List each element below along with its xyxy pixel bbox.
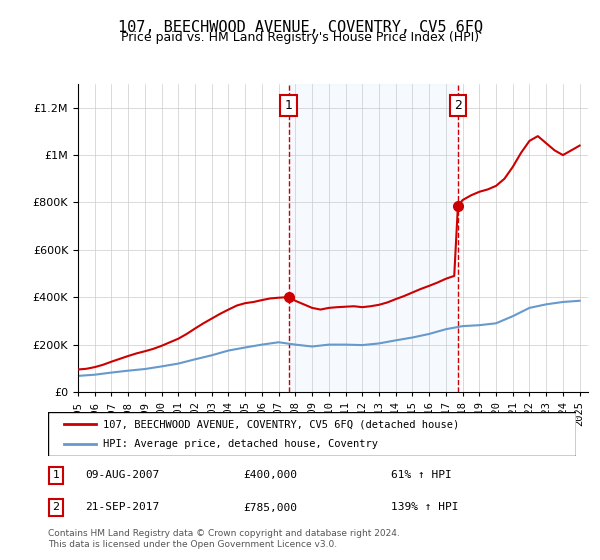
Text: £785,000: £785,000: [244, 502, 298, 512]
Text: Contains HM Land Registry data © Crown copyright and database right 2024.
This d: Contains HM Land Registry data © Crown c…: [48, 529, 400, 549]
Text: £400,000: £400,000: [244, 470, 298, 480]
Text: 139% ↑ HPI: 139% ↑ HPI: [391, 502, 459, 512]
Text: 107, BEECHWOOD AVENUE, COVENTRY, CV5 6FQ: 107, BEECHWOOD AVENUE, COVENTRY, CV5 6FQ: [118, 20, 482, 35]
Text: 107, BEECHWOOD AVENUE, COVENTRY, CV5 6FQ (detached house): 107, BEECHWOOD AVENUE, COVENTRY, CV5 6FQ…: [103, 419, 460, 429]
Text: 2: 2: [52, 502, 59, 512]
Text: 2: 2: [454, 99, 462, 112]
Text: 09-AUG-2007: 09-AUG-2007: [85, 470, 159, 480]
Text: 21-SEP-2017: 21-SEP-2017: [85, 502, 159, 512]
Text: 1: 1: [52, 470, 59, 480]
Text: 1: 1: [285, 99, 293, 112]
Text: HPI: Average price, detached house, Coventry: HPI: Average price, detached house, Cove…: [103, 439, 379, 449]
Text: 61% ↑ HPI: 61% ↑ HPI: [391, 470, 452, 480]
Text: Price paid vs. HM Land Registry's House Price Index (HPI): Price paid vs. HM Land Registry's House …: [121, 31, 479, 44]
Bar: [289, 84, 458, 392]
FancyBboxPatch shape: [48, 412, 576, 456]
